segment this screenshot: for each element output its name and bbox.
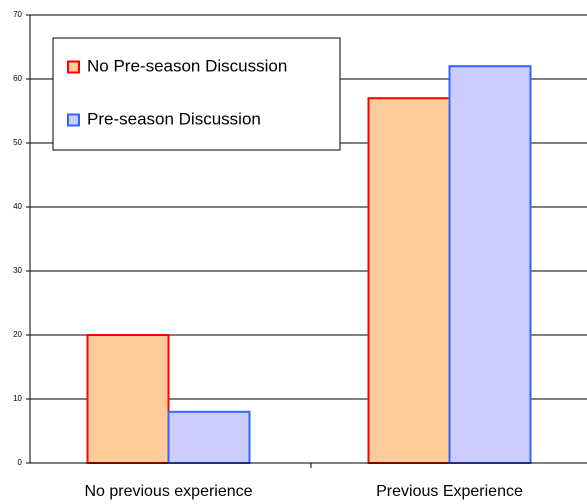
bar xyxy=(448,65,532,464)
y-tick-label: 40 xyxy=(13,202,22,211)
x-tick-label: Previous Experience xyxy=(376,483,523,500)
y-tick-label: 50 xyxy=(13,138,22,147)
y-tick-label: 70 xyxy=(13,10,22,19)
y-tick-label: 20 xyxy=(13,330,22,339)
y-tick-label: 0 xyxy=(18,458,23,467)
legend-box xyxy=(52,37,341,151)
x-tick-label: No previous experience xyxy=(84,483,252,500)
bar xyxy=(167,410,251,464)
legend-key xyxy=(67,60,80,74)
bar xyxy=(86,334,170,464)
legend-label: Pre-season Discussion xyxy=(87,109,261,128)
y-tick-label: 60 xyxy=(13,74,22,83)
y-tick-label: 30 xyxy=(13,266,22,275)
legend-label: No Pre-season Discussion xyxy=(87,56,287,75)
bar xyxy=(367,97,451,464)
legend-key xyxy=(67,113,80,127)
y-tick-label: 10 xyxy=(13,394,22,403)
